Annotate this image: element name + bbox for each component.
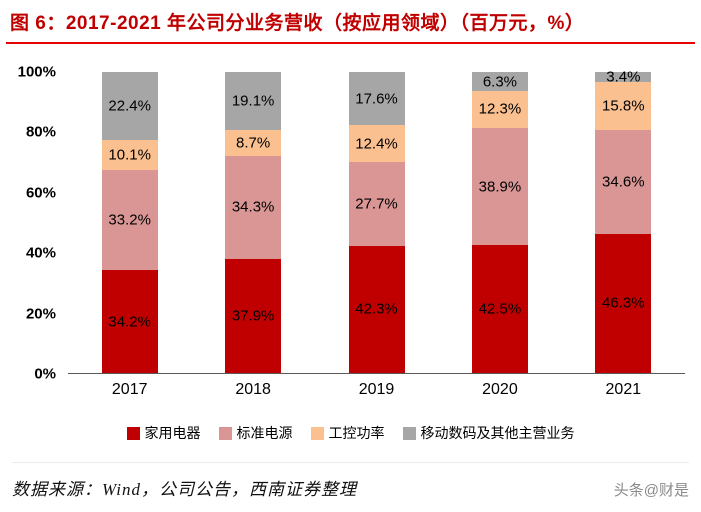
bar-segment: 22.4% [101,72,158,140]
bar-segment: 33.2% [101,170,158,271]
x-axis-label: 2018 [235,381,271,398]
bar-segment: 42.5% [471,245,528,373]
stacked-bar-2020: 42.5% 38.9% 12.3% 6.3% [471,72,528,373]
bar-segment-label: 37.9% [231,307,275,325]
x-axis-labels: 2017 2018 2019 2020 2021 [68,381,685,399]
bar-segment: 17.6% [348,72,405,125]
bar-segment: 34.3% [225,155,282,259]
stacked-bar-2018: 37.9% 34.3% 8.7% 19.1% [225,72,282,373]
bar-segment: 34.6% [595,129,652,234]
bar-column: 42.3% 27.7% 12.4% 17.6% [315,72,438,373]
legend-label: 工控功率 [328,425,385,441]
bar-segment: 38.9% [471,128,528,246]
legend-item: 家用电器 [126,423,201,443]
bar-segment-label: 19.1% [231,92,275,110]
legend-item: 标准电源 [218,423,293,443]
bar-segment-label: 34.6% [602,173,645,191]
y-tick-label: 40% [25,244,56,262]
footer: 数据来源：Wind，公司公告，西南证券整理 头条@财是 [12,462,689,500]
bar-segment: 12.4% [348,125,405,163]
bar-segment-label: 3.4% [606,68,641,86]
x-axis: 2017 2018 2019 2020 2021 [10,381,685,399]
bar-segment: 42.3% [348,245,405,373]
legend-label: 移动数码及其他主营业务 [420,425,575,441]
x-axis-label: 2021 [605,381,642,398]
bar-segment-label: 22.4% [108,97,151,115]
x-axis-label: 2019 [358,381,395,398]
bar-segment-label: 8.7% [236,134,271,152]
chart-title: 图 6：2017-2021 年公司分业务营收（按应用领域）（百万元，%） [10,13,585,34]
legend-item: 工控功率 [310,423,385,443]
legend-swatch [126,426,140,440]
y-tick-label: 20% [25,305,56,323]
legend-item: 移动数码及其他主营业务 [402,423,575,443]
y-tick-label: 100% [17,63,56,81]
bar-segment: 3.4% [595,69,652,86]
bar-segment-label: 42.3% [355,300,398,318]
bar-column: 34.2% 33.2% 10.1% 22.4% [68,72,191,373]
legend-label: 家用电器 [144,425,201,441]
bar-segment: 27.7% [348,162,405,246]
chart: 100% 80% 60% 40% 20% 0% 34.2% 33.2% 10.1% 22.4% 3… [10,64,685,383]
x-axis-label: 2017 [111,381,148,398]
y-axis: 100% 80% 60% 40% 20% 0% [10,64,68,383]
plot-area: 34.2% 33.2% 10.1% 22.4% 37.9% 34.3% 8.7% 19.1% 4… [68,69,685,374]
bar-segment: 15.8% [595,82,652,130]
bar-segment-label: 46.3% [602,294,645,312]
legend: 家用电器 标准电源 工控功率 移动数码及其他主营业务 [0,423,701,443]
y-tick-label: 80% [25,123,56,141]
bar-segment-label: 10.1% [108,146,151,164]
bar-segment-label: 38.9% [478,178,522,196]
bar-segment: 19.1% [225,72,282,130]
stacked-bar-2021: 46.3% 34.6% 15.8% 3.4% [595,69,652,373]
legend-swatch [310,426,324,440]
y-tick-label: 0% [34,365,56,383]
bar-segment: 10.1% [101,139,158,171]
bar-column: 46.3% 34.6% 15.8% 3.4% [562,69,685,373]
legend-swatch [218,426,232,440]
bar-segment-label: 12.4% [355,135,398,153]
title-bar: 图 6：2017-2021 年公司分业务营收（按应用领域）（百万元，%） [6,0,695,44]
stacked-bar-2017: 34.2% 33.2% 10.1% 22.4% [101,72,158,373]
x-axis-label: 2020 [482,381,518,398]
bar-segment-label: 15.8% [602,97,645,115]
watermark: 头条@财是 [613,482,689,499]
bar-segment-label: 12.3% [478,100,522,118]
bar-segment-label: 17.6% [355,90,398,108]
bar-segment-label: 42.5% [478,300,522,318]
y-tick-label: 60% [25,184,56,202]
bar-segment: 46.3% [595,233,652,373]
bar-segment: 34.2% [101,270,158,373]
bar-segment-label: 34.2% [108,313,151,331]
bar-segment: 12.3% [471,90,528,128]
bar-segment: 8.7% [225,129,282,156]
bar-segment-label: 27.7% [355,195,398,213]
bar-segment: 6.3% [471,72,528,91]
bar-column: 42.5% 38.9% 12.3% 6.3% [438,72,561,373]
bar-segment: 37.9% [225,258,282,373]
x-axis-spacer [10,381,68,399]
stacked-bar-2019: 42.3% 27.7% 12.4% 17.6% [348,72,405,373]
legend-swatch [402,426,416,440]
bar-segment-label: 33.2% [108,211,151,229]
legend-label: 标准电源 [236,425,293,441]
bar-column: 37.9% 34.3% 8.7% 19.1% [191,72,314,373]
bar-segment-label: 6.3% [482,73,518,90]
source-note: 数据来源：Wind，公司公告，西南证券整理 [12,480,357,499]
bar-segment-label: 34.3% [231,198,275,216]
